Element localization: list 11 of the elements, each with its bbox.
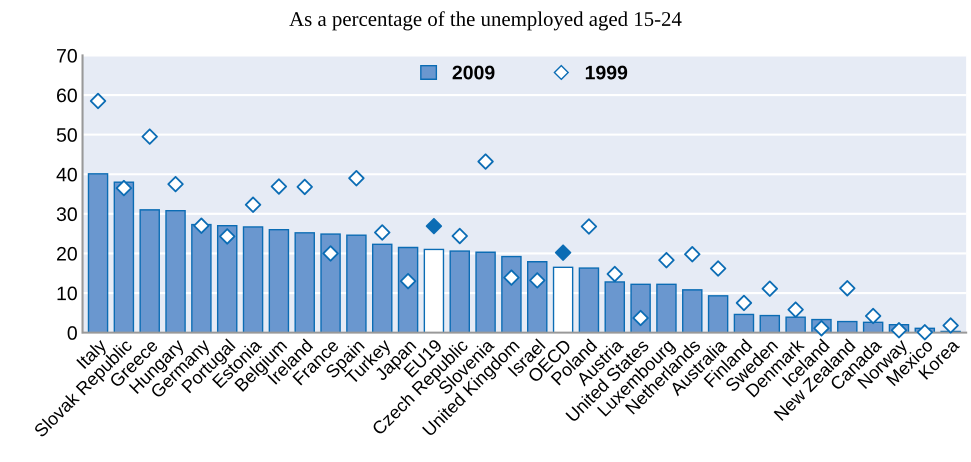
y-tick-label: 70 [57, 48, 77, 63]
y-tick-label: 20 [57, 246, 77, 261]
legend-label: 2009 [452, 66, 494, 80]
y-tick-label: 30 [56, 207, 77, 222]
y-tick-label: 60 [57, 88, 77, 102]
y-tick-label: 50 [56, 128, 77, 142]
y-tick-label: 40 [56, 168, 77, 182]
legend-label: 1999 [586, 66, 628, 80]
chart-title: As a percentage of the unemployed aged 15-24 [289, 11, 682, 30]
y-tick-label: 0 [68, 326, 77, 340]
y-tick-label: 10 [58, 286, 77, 300]
